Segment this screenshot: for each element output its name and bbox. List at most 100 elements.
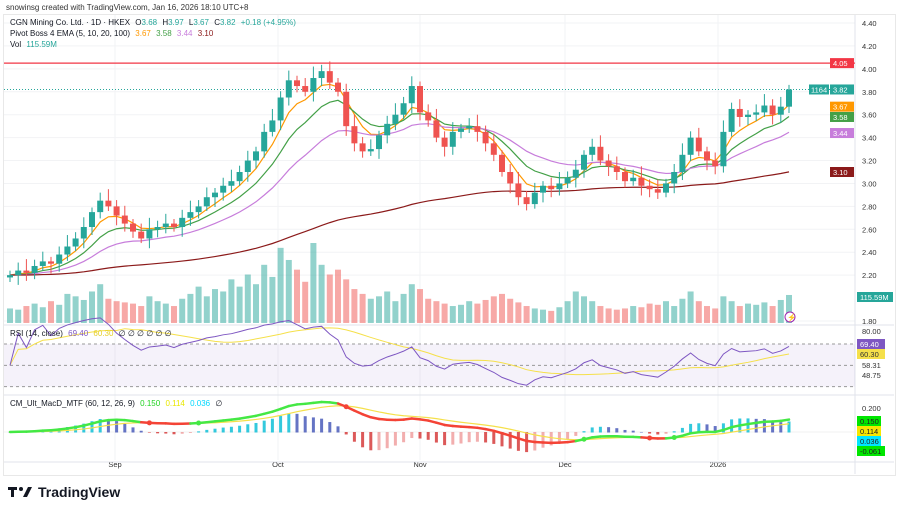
candle-body	[474, 126, 481, 132]
candle-body	[7, 275, 13, 278]
logo-text: TradingView	[38, 484, 121, 500]
rsi-axis-label: 48.75	[862, 371, 881, 380]
macd-histogram-bar	[459, 432, 463, 444]
rsi-tag-bg	[857, 339, 885, 349]
macd-histogram-bar	[254, 422, 258, 433]
candle-body	[228, 181, 235, 186]
volume-bar	[195, 286, 202, 323]
macd-histogram-bar	[287, 413, 291, 433]
last-price-tag: 3.82	[833, 85, 848, 94]
macd-line-segment	[197, 420, 209, 425]
macd-line-segment	[681, 432, 692, 437]
macd-histogram-bar	[385, 432, 389, 449]
countdown-tag: 1164	[811, 85, 827, 94]
volume-bar	[294, 269, 300, 323]
macd-histogram-bar	[344, 432, 348, 435]
volume-bar	[630, 306, 637, 323]
macd-line-segment	[238, 416, 250, 420]
volume-bar	[474, 303, 481, 323]
candle-body	[212, 192, 218, 198]
candle-body	[179, 217, 186, 228]
macd-histogram-bar	[689, 423, 693, 433]
candle-body	[556, 183, 563, 190]
price-axis-label: 1.80	[862, 317, 877, 326]
candle-body	[326, 71, 333, 83]
macd-histogram-bar	[475, 432, 479, 442]
volume-bar	[72, 296, 79, 323]
low-label: L	[188, 18, 194, 27]
macd-histogram-bar	[779, 422, 783, 433]
candle-body	[23, 270, 30, 273]
macd-histogram-bar	[623, 429, 627, 433]
candle-body	[408, 86, 415, 104]
macd-histogram-bar	[680, 427, 684, 433]
volume-bar	[146, 296, 153, 323]
volume-bar	[318, 264, 325, 323]
volume-bar	[589, 301, 596, 323]
volume-bar	[105, 298, 112, 323]
lightning-icon-glyph: ⚡	[787, 313, 796, 322]
candle-body	[581, 154, 587, 170]
macd-tag-bg	[857, 416, 881, 426]
volume-bar	[548, 310, 555, 323]
candle-body	[458, 128, 464, 132]
macd-histogram-bar	[492, 432, 496, 444]
candle-body	[195, 206, 202, 213]
candle-body	[162, 223, 169, 228]
volume-bar	[490, 296, 497, 323]
volume-bar	[679, 298, 686, 323]
macd-histogram-bar	[705, 424, 709, 433]
rsi-extras: ∅ ∅ ∅ ∅ ∅ ∅	[118, 329, 172, 338]
macd-tag: 0.150	[860, 417, 879, 426]
macd-histogram-bar	[238, 425, 242, 433]
macd-histogram-bar	[65, 427, 69, 433]
macd-line-segment	[66, 425, 77, 430]
macd-histogram-bar	[115, 421, 119, 433]
price-axis-label: 2.60	[862, 225, 877, 234]
volume-bar	[458, 304, 464, 323]
candle-body	[622, 172, 628, 182]
macd-line-segment	[746, 421, 758, 426]
volume-bar	[769, 306, 776, 323]
macd-histogram-bar	[713, 426, 717, 433]
volume-bar	[408, 284, 415, 323]
volume-bar	[23, 306, 30, 323]
volume-bar	[261, 264, 268, 323]
macd-signal-line	[9, 405, 790, 441]
candle-body	[441, 137, 448, 147]
volume-bar	[499, 293, 505, 323]
high-label: H	[162, 18, 169, 27]
candle-body	[540, 185, 546, 193]
macd-line-segment	[74, 424, 86, 429]
macd-histogram-bar	[336, 426, 340, 433]
macd-line-segment	[582, 436, 594, 441]
volume-bar	[302, 281, 309, 323]
candle-body	[154, 227, 161, 230]
macd-histogram-bar	[328, 422, 332, 433]
macd-line-segment	[295, 402, 307, 406]
candle-body	[646, 185, 653, 190]
macd-line-segment	[57, 427, 69, 431]
candle-body	[171, 223, 177, 228]
rsi-ma-tag-bg	[857, 349, 885, 359]
volume-bar	[121, 302, 128, 323]
macd-histogram-bar	[311, 417, 315, 433]
rsi-label: RSI (14, close)	[10, 329, 63, 338]
tradingview-logo[interactable]: TradingView	[8, 484, 120, 500]
candle-body	[531, 192, 538, 205]
macd-histogram-bar	[574, 432, 578, 436]
macd-line-segment	[262, 410, 274, 416]
macd-line-segment	[443, 423, 455, 428]
macd-histogram-bar	[172, 432, 176, 435]
price-axis-label: 4.00	[862, 65, 877, 74]
macd-histogram-bar	[139, 430, 143, 433]
time-axis-label: Oct	[272, 460, 285, 469]
macd-line-segment	[230, 417, 241, 421]
volume-bar	[253, 284, 259, 323]
volume-bar	[597, 306, 604, 323]
candle-body	[753, 112, 760, 115]
ema100-tag-bg	[830, 167, 854, 177]
volume-bar	[695, 301, 702, 323]
candle-body	[351, 126, 358, 144]
